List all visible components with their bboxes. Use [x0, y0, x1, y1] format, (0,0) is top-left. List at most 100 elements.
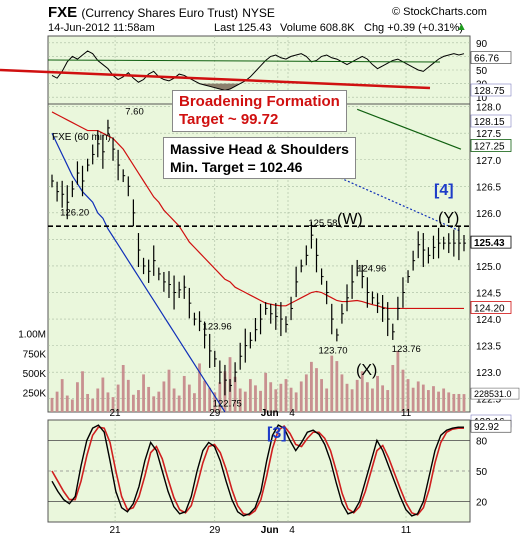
volume-bar: [116, 384, 120, 412]
volume-bar: [182, 375, 186, 412]
volume-bar: [50, 397, 54, 412]
volume-bar: [259, 390, 262, 412]
volume-bar: [248, 379, 252, 412]
rsi-tick-label: 10: [476, 93, 488, 104]
stoch-tick-label: 80: [476, 436, 488, 447]
x-tick-label: 29: [209, 408, 221, 419]
volume-bar: [233, 376, 237, 412]
wave-3-label: [3]: [267, 425, 287, 442]
rsi-value-label: 66.76: [474, 54, 499, 65]
volume-bar: [218, 382, 222, 412]
rsi-panel: [0, 50, 465, 91]
volume-bar: [65, 395, 69, 412]
volume-bar: [325, 388, 329, 412]
price-value-box: [470, 139, 512, 152]
volume-tick-label: 750K: [23, 349, 47, 360]
price-tick-label: 123.5: [476, 342, 501, 353]
volume-bar: [86, 393, 90, 412]
volume-bar: [55, 391, 59, 412]
wave-y-label: (Y): [438, 210, 460, 227]
price-annotation-mid_124_96: 124.96: [357, 263, 386, 274]
volume-bar: [157, 391, 161, 412]
volume-bar: [416, 381, 420, 412]
volume-bar: [381, 385, 385, 412]
volume-bar: [421, 384, 425, 412]
x-tick-label: 4: [289, 408, 295, 419]
broadening-trendline: [0, 68, 431, 90]
price-tick-label: 127.5: [476, 129, 501, 140]
volume-tick-label: 500K: [23, 369, 47, 380]
volume-bar: [60, 379, 64, 412]
price-annotation-low_122_75: 122.75: [213, 399, 242, 410]
volume-bar: [310, 361, 313, 412]
stoch-fast-line: [51, 424, 464, 517]
volume-bar: [437, 391, 440, 412]
rsi-value-label: 128.75: [474, 86, 505, 97]
volume-bar: [299, 381, 303, 412]
moving-average-blue: [51, 132, 226, 413]
volume-bar: [315, 368, 318, 412]
volume-bar: [243, 391, 247, 412]
head-shoulders-callout: Massive Head & Shoulders Min. Target = 1…: [163, 137, 356, 179]
broadening-line1: Broadening Formation: [179, 93, 340, 110]
volume-bar: [172, 388, 176, 412]
price-tick-label: 122.5: [476, 395, 501, 406]
price-tick-label: 128.0: [476, 103, 501, 114]
volume-bar: [371, 388, 374, 412]
price-value-box: [470, 235, 512, 249]
volume-bar: [386, 390, 390, 412]
volume-value-box: [470, 387, 520, 400]
volume-bar: [111, 397, 115, 412]
volume-bar: [294, 392, 298, 412]
price-panel: 7.60 126.20 125.58 123.96 122.75 124.96 123.70…: [48, 107, 470, 413]
rsi-value-box: [470, 83, 512, 97]
x-tick-label: Jun: [261, 525, 279, 536]
price-tick-label: 124.0: [476, 315, 501, 326]
price-tick-label: 126.5: [476, 182, 501, 193]
price-value-label: 125.43: [474, 238, 505, 249]
price-value-box: [470, 301, 512, 314]
volume-bar: [269, 382, 273, 412]
volume-bar: [442, 388, 446, 412]
price-value-label: 124.20: [474, 303, 505, 314]
price-annotation-low_123_76: 123.76: [392, 344, 421, 355]
moving-average-red: [51, 111, 464, 310]
stoch-value-box: [470, 419, 512, 433]
price-annotation-low_126_20: 126.20: [60, 208, 89, 219]
rsi-tick-label: 50: [476, 66, 488, 77]
volume-bar: [126, 379, 130, 412]
volume-bar: [208, 387, 212, 412]
green-downtrend-line: [356, 108, 462, 150]
volume-bar: [167, 369, 171, 412]
volume-bar: [452, 393, 456, 412]
volume-tick-label: 1.00M: [18, 330, 46, 341]
wave-4-label: [4]: [434, 182, 454, 199]
price-tick-label: 123.0: [476, 368, 501, 379]
volume-bar: [426, 390, 430, 412]
security-name: (Currency Shares Euro Trust): [81, 6, 239, 20]
volume-bar: [106, 392, 110, 412]
change-arrow-icon: ▲: [456, 21, 467, 33]
rsi-value-box: [470, 114, 512, 128]
volume-bar: [70, 399, 74, 412]
rsi-upper-line: [47, 59, 441, 63]
volume-bar: [238, 388, 242, 412]
rsi-tick-label: 90: [476, 39, 488, 50]
volume-bar: [96, 388, 100, 412]
rsi-value-label: 128.15: [474, 117, 505, 128]
broadening-line2: Target ~ 99.72: [179, 111, 279, 128]
volume-bar: [198, 363, 201, 412]
logo-text: © StockCharts.com: [392, 6, 487, 18]
volume-bar: [121, 365, 125, 412]
volume-bar: [330, 355, 334, 412]
hs-line2: Min. Target = 102.46: [170, 159, 303, 175]
volume-bar: [101, 377, 105, 412]
stoch-tick-label: 20: [476, 498, 488, 509]
volume-bar: [279, 383, 283, 412]
volume-bar: [447, 392, 451, 412]
volume-bar: [187, 384, 191, 412]
price-annotation-low_123_70: 123.70: [319, 346, 348, 357]
x-tick-label: 21: [110, 525, 122, 536]
volume-bar: [274, 389, 278, 412]
volume-value-label: 228531.0: [474, 389, 512, 399]
